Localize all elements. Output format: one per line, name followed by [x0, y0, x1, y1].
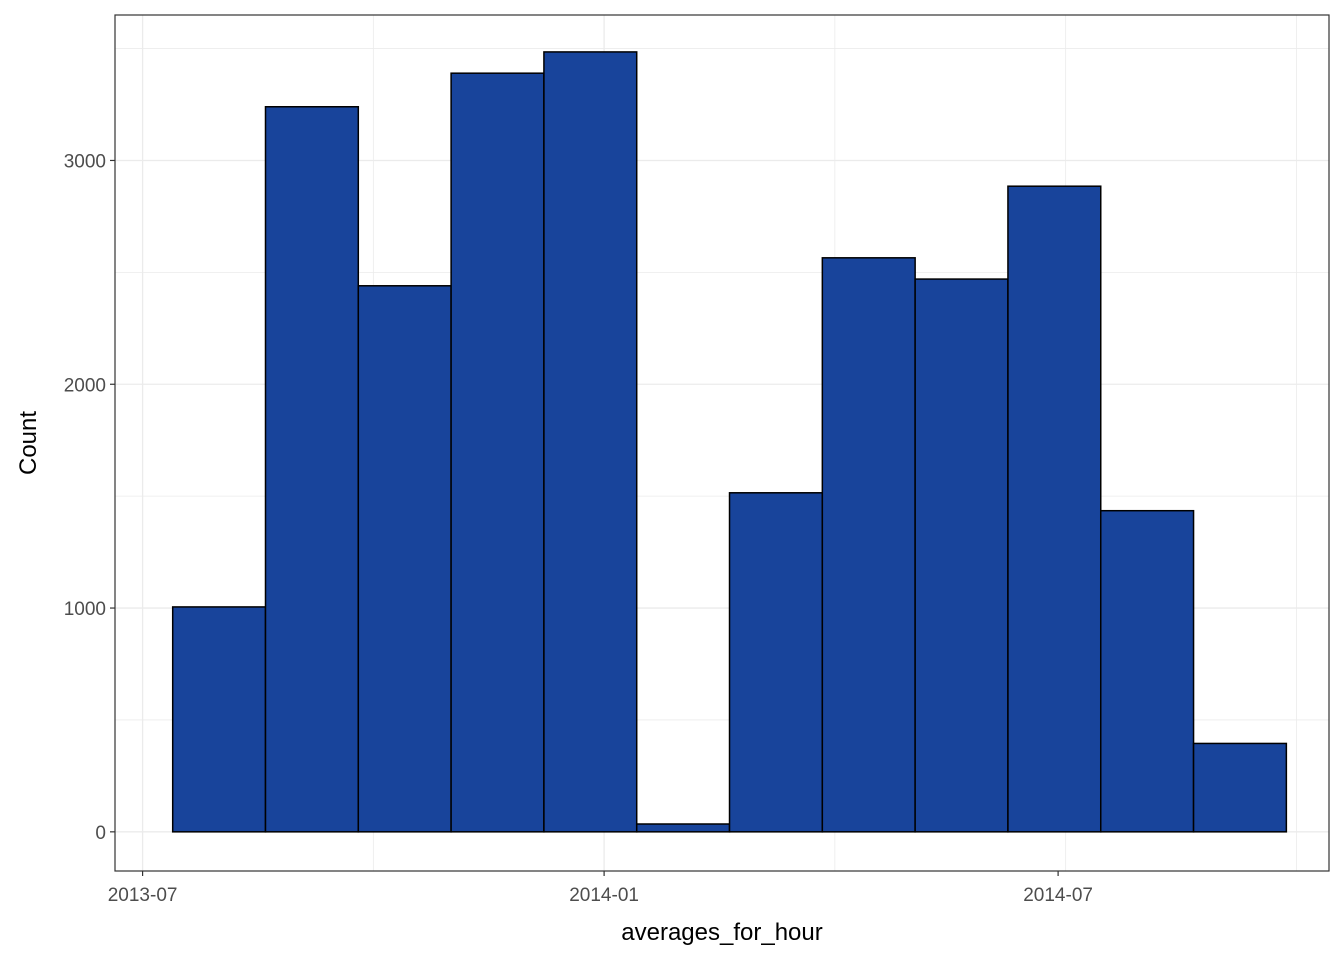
histogram-bar [728, 492, 824, 833]
histogram-bar [821, 257, 916, 833]
y-tick-label: 2000 [64, 375, 106, 396]
histogram-bar [450, 72, 545, 833]
y-tick-label: 0 [95, 823, 106, 844]
histogram-bar [635, 823, 731, 833]
x-tick-label: 2013-07 [108, 885, 178, 906]
histogram-bar [1099, 509, 1195, 833]
x-tick-label: 2014-07 [1023, 885, 1093, 906]
histogram-bar [171, 606, 267, 833]
histogram-bar [264, 106, 360, 833]
y-axis-title: Count [15, 411, 42, 475]
plot-panel-border [114, 14, 1330, 872]
histogram-bar [357, 285, 452, 833]
x-axis-title: averages_for_hour [621, 919, 822, 946]
histogram-bar [1192, 742, 1288, 833]
x-tick-label: 2014-01 [569, 885, 639, 906]
histogram-bar [543, 51, 638, 833]
x-axis: 2013-07 2014-01 2014-07 [108, 871, 1093, 906]
histogram-bars [171, 51, 1288, 833]
y-tick-label: 3000 [64, 151, 106, 172]
histogram-bar [1007, 185, 1102, 833]
y-axis: 0 1000 2000 3000 [64, 151, 115, 844]
y-tick-label: 1000 [64, 599, 106, 620]
histogram-bar [914, 278, 1009, 833]
